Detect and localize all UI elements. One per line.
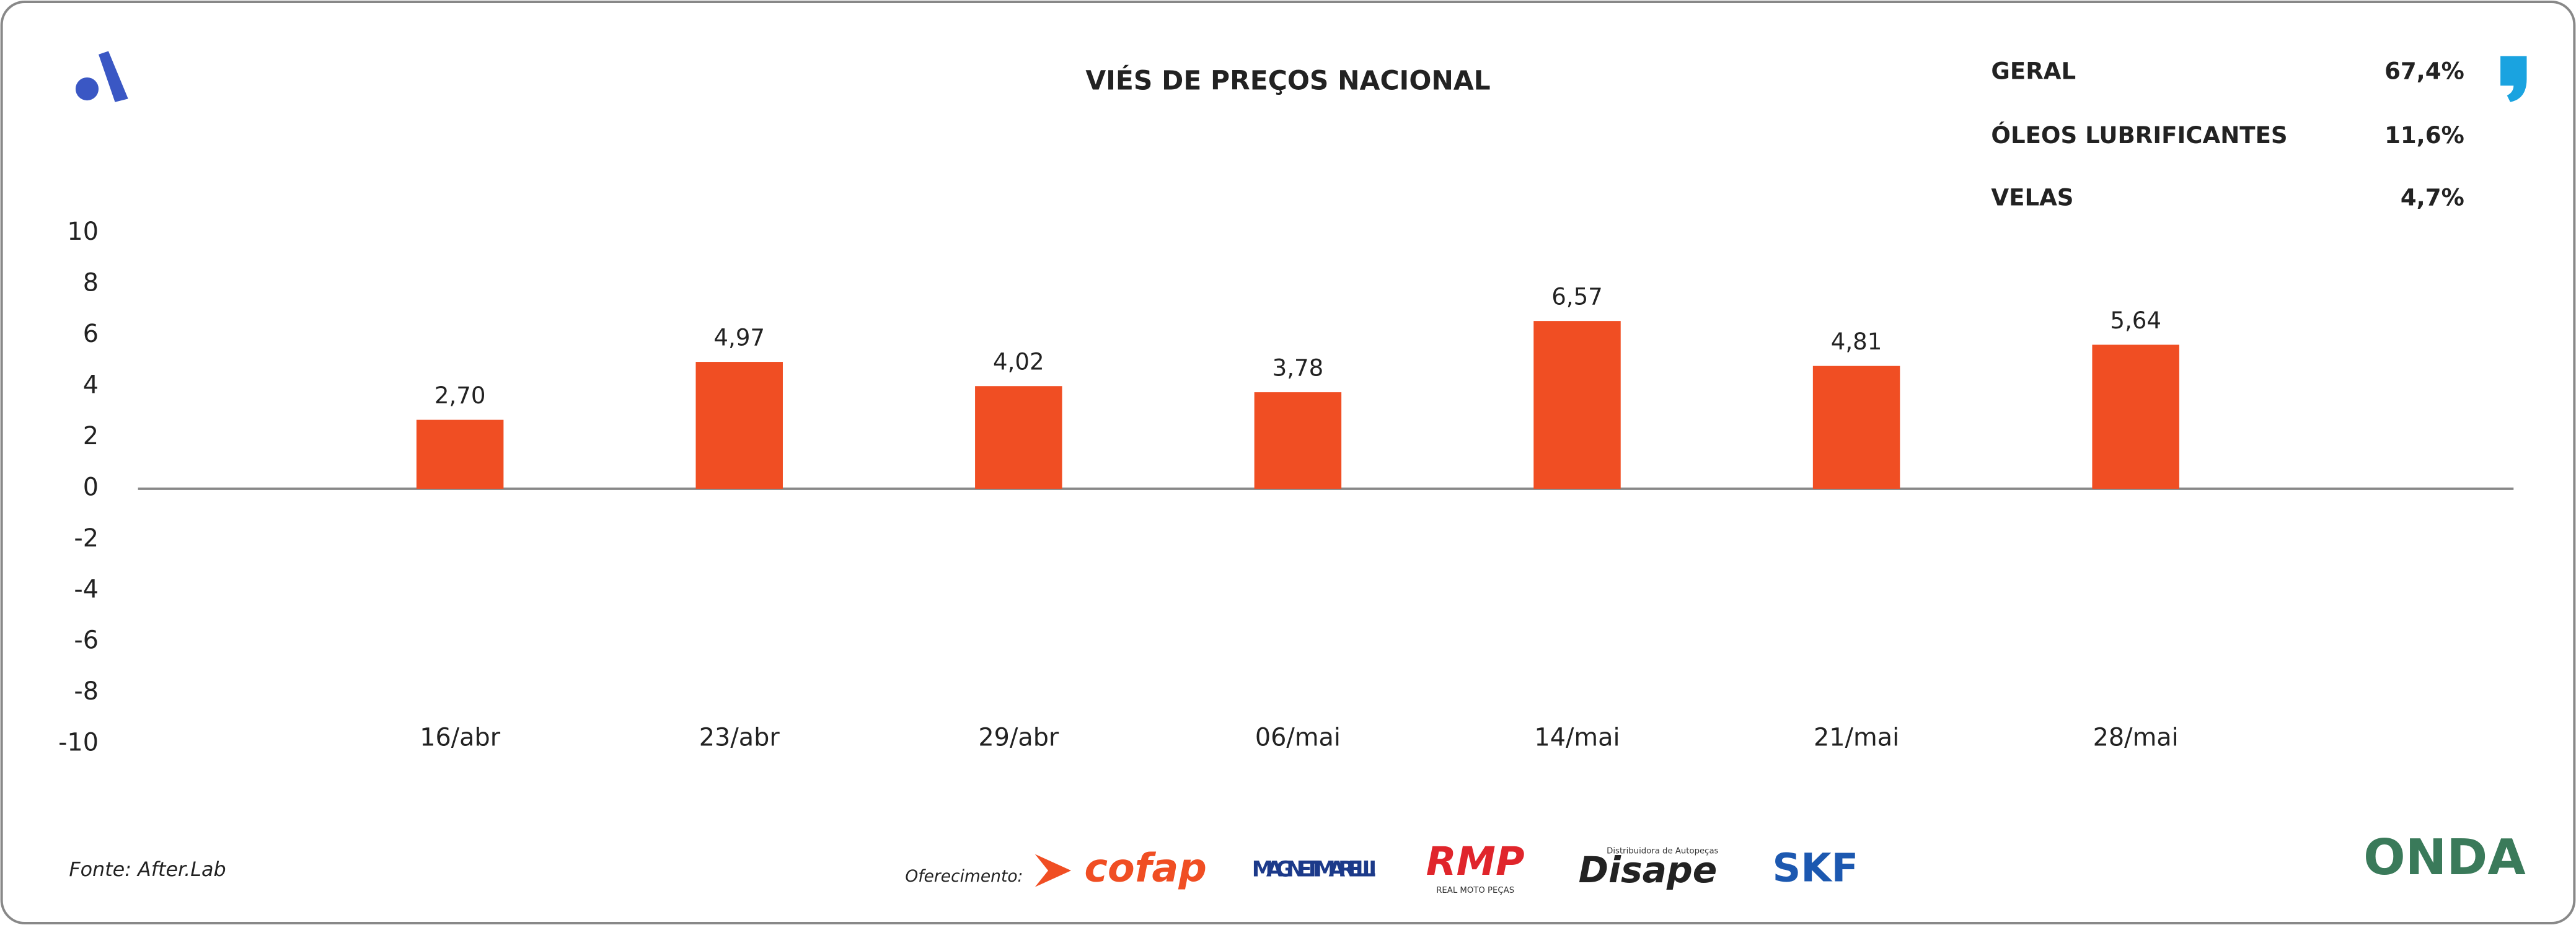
brand-logo: ONDA	[2363, 828, 2526, 886]
sponsor-logo: RMP	[1426, 839, 1525, 885]
y-tick-label: 2	[83, 422, 99, 450]
sponsor-logo: Disape	[1579, 849, 1718, 891]
bar	[2092, 344, 2179, 489]
data-label: 6,57	[1551, 284, 1603, 310]
sponsor-mark	[1034, 854, 1072, 887]
source: Fonte: After.Lab	[69, 858, 226, 881]
y-tick-label: -6	[74, 626, 99, 655]
y-tick-label: -4	[74, 575, 99, 603]
y-tick-label: 0	[83, 473, 99, 501]
summary-value: 11,6%	[2384, 122, 2464, 149]
x-tick-label: 28/mai	[2093, 724, 2179, 752]
y-tick-label: 8	[83, 269, 99, 297]
bar	[695, 362, 783, 489]
bar	[1533, 321, 1621, 489]
x-tick-label: 06/mai	[1255, 724, 1341, 752]
y-tick-label: 6	[83, 320, 99, 348]
y-tick-label: 4	[83, 371, 99, 400]
logo	[75, 51, 128, 102]
y-tick-label: -2	[74, 524, 99, 553]
data-label: 4,02	[993, 349, 1044, 375]
sponsor-logo: MAGNETI MARELLI	[1252, 857, 1377, 882]
summary-value: 67,4%	[2384, 58, 2464, 85]
y-tick-label: -10	[58, 729, 99, 757]
x-tick-label: 29/abr	[978, 724, 1059, 752]
bar	[1254, 392, 1342, 489]
chart-title: VIÉS DE PREÇOS NACIONAL	[1085, 64, 1490, 95]
bar	[1812, 366, 1900, 489]
sponsor-logo: cofap	[1084, 846, 1207, 892]
x-tick-label: 21/mai	[1814, 724, 1899, 752]
quote-icon	[2500, 56, 2527, 102]
sponsor-label: Oferecimento:	[905, 867, 1023, 886]
data-label: 4,81	[1831, 328, 1882, 355]
y-tick-label: -8	[74, 677, 99, 706]
sponsor-logo-sub: REAL MOTO PEÇAS	[1436, 886, 1514, 895]
sponsor-logo-sub: Distribuidora de Autopeças	[1607, 846, 1718, 856]
y-tick-label: 10	[67, 217, 99, 246]
summary-value: 4,7%	[2401, 185, 2464, 211]
data-label: 3,78	[1273, 355, 1324, 382]
summary-label: GERAL	[1991, 58, 2076, 85]
summary-label: ÓLEOS LUBRIFICANTES	[1991, 121, 2287, 149]
x-tick-label: 16/abr	[420, 724, 501, 752]
data-label: 2,70	[434, 382, 486, 409]
bar	[975, 386, 1062, 489]
x-tick-label: 14/mai	[1534, 724, 1620, 752]
data-label: 5,64	[2110, 307, 2161, 334]
bar	[416, 419, 504, 489]
plot: -10 -8 -6 -4 -2 0 2 4 6 8 10 16/abr 2,70 23/abr 4,97 29…	[58, 217, 2514, 757]
x-tick-label: 23/abr	[699, 724, 780, 752]
summary-label: VELAS	[1991, 185, 2073, 211]
sponsor-logo: SKF	[1773, 846, 1859, 892]
data-label: 4,97	[713, 324, 765, 351]
